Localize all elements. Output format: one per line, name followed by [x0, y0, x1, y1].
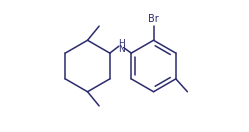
Text: Br: Br: [148, 14, 159, 24]
Text: H: H: [118, 39, 124, 48]
Text: N: N: [118, 45, 124, 54]
